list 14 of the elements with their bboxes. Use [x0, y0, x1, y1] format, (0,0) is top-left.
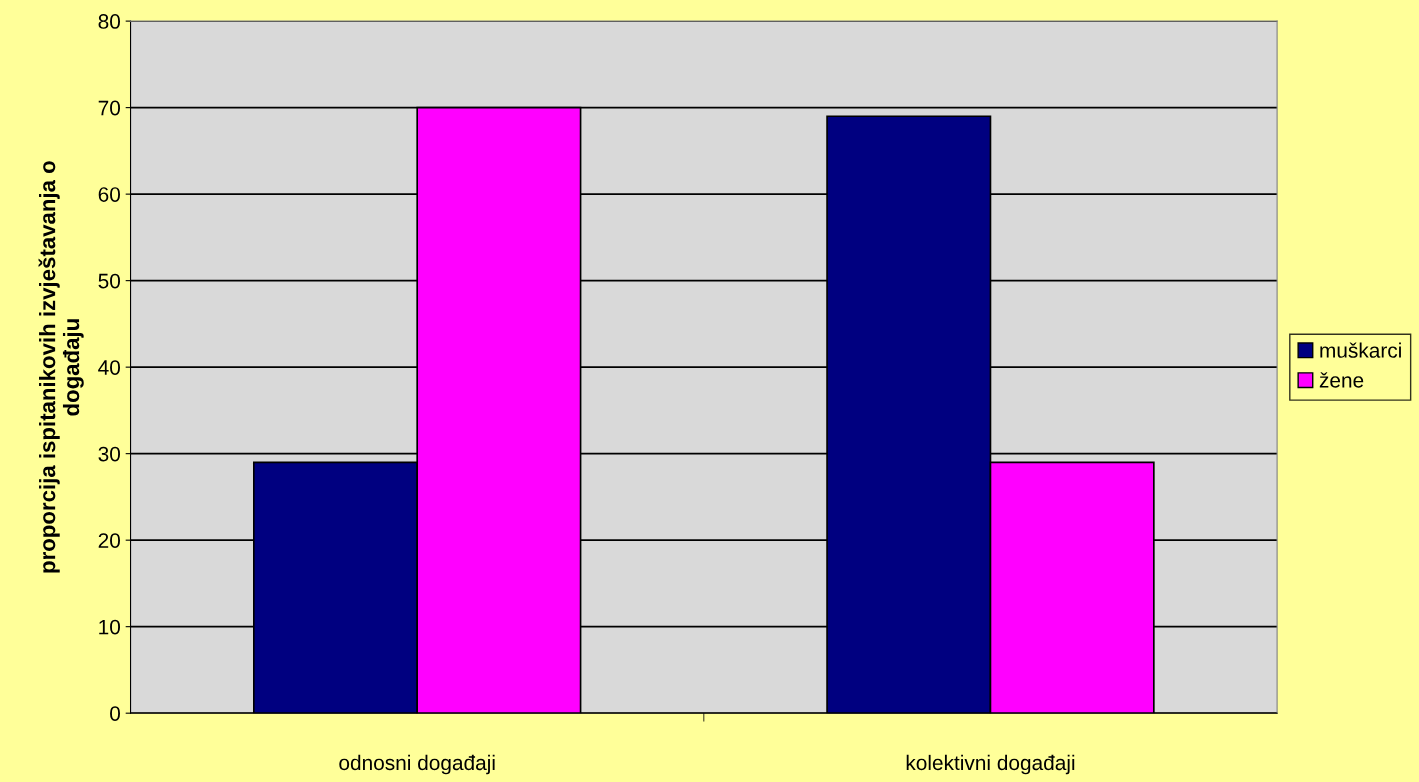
y-tick-label: 20 — [98, 533, 121, 548]
y-tick-label: 80 — [98, 14, 121, 29]
x-tick-label: kolektivni događaji — [906, 754, 1075, 775]
x-tick-label: odnosni događaji — [339, 754, 495, 775]
y-tick-label: 40 — [98, 360, 121, 375]
legend-label: žene — [1319, 372, 1364, 388]
y-tick-label: 0 — [110, 706, 121, 721]
y-tick-label: 10 — [99, 619, 121, 635]
y-tick-label: 30 — [98, 446, 121, 462]
y-axis-title: proporcija ispitanikovih izvještavanja o događaju — [38, 161, 84, 573]
y-tick-label: 50 — [98, 273, 121, 289]
y-tick-label: 60 — [98, 187, 121, 202]
legend-label: muškarci — [1320, 342, 1401, 358]
y-tick-label: 70 — [98, 100, 121, 116]
